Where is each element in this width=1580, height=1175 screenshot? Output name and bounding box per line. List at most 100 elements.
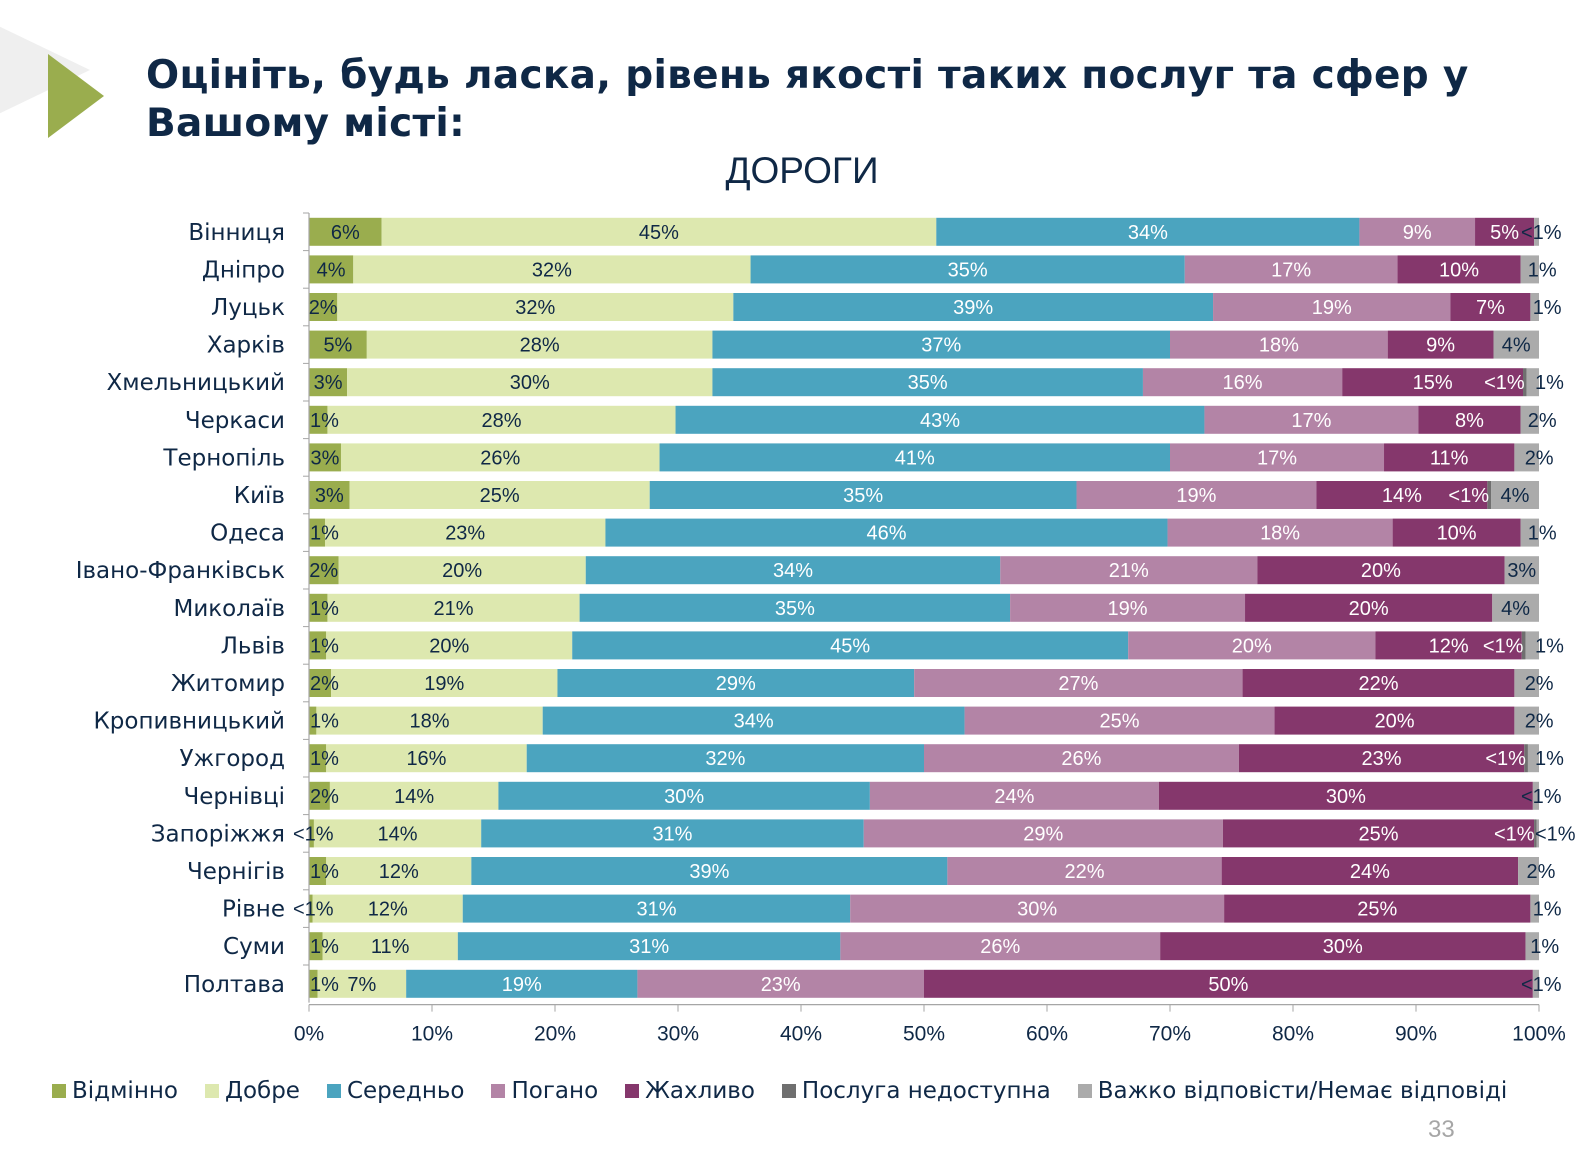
x-tick-label: 20%: [534, 1023, 576, 1046]
bar-segment: [316, 706, 543, 735]
bar-segment: [1521, 631, 1526, 660]
bar-segment: [1534, 217, 1539, 246]
bar-segment: [1504, 556, 1539, 585]
bar-segment: [322, 932, 458, 961]
data-label: 12%: [379, 861, 419, 883]
data-label: 7%: [1476, 297, 1505, 319]
bar-segment: [1158, 781, 1533, 810]
data-label: 3%: [314, 372, 343, 394]
data-label: 1%: [1528, 523, 1557, 545]
bar-segment: [340, 443, 660, 472]
x-tick-label: 70%: [1149, 1023, 1191, 1046]
legend-swatch: [1077, 1084, 1092, 1098]
legend-swatch: [52, 1084, 66, 1098]
data-label: 21%: [1109, 560, 1149, 582]
bar-segment: [313, 819, 482, 848]
data-label: 19%: [502, 974, 542, 996]
data-label: 31%: [629, 936, 669, 958]
category-label: Київ: [234, 483, 285, 509]
data-label: 1%: [1535, 748, 1564, 770]
data-label: 2%: [1527, 861, 1556, 883]
bar-segment: [1342, 368, 1524, 397]
bar-segment: [605, 518, 1168, 547]
data-label: 2%: [1525, 711, 1554, 733]
bar-segment: [1493, 330, 1539, 359]
bar-segment: [1274, 706, 1515, 735]
category-label: Харків: [207, 333, 285, 359]
bar-segment: [309, 556, 339, 585]
category-label: Львів: [221, 633, 285, 659]
data-label: <1%: [293, 899, 334, 921]
bar-segment: [585, 556, 1001, 585]
category-label: Запоріжжя: [151, 821, 285, 847]
bar-segment: [1525, 932, 1539, 961]
data-label: 21%: [434, 598, 474, 620]
bar-segment: [1076, 481, 1317, 509]
bar-segment: [309, 443, 341, 472]
data-label: 2%: [1525, 447, 1554, 469]
bar-segment: [309, 518, 325, 547]
bar-segment: [462, 894, 851, 923]
bar-segment: [309, 293, 338, 321]
data-label: 10%: [1439, 259, 1479, 281]
category-label: Одеса: [210, 521, 285, 547]
x-tick-label: 30%: [657, 1023, 699, 1046]
data-label: <1%: [1483, 635, 1524, 657]
legend-label: Жахливо: [645, 1078, 755, 1104]
bar-segment: [347, 368, 713, 397]
bar-segment: [712, 330, 1170, 359]
data-label: 23%: [445, 523, 485, 545]
page-number: 33: [1428, 1116, 1455, 1143]
bar-segment: [1224, 894, 1531, 923]
bar-segment: [353, 255, 751, 284]
bar-segment: [1520, 405, 1539, 434]
data-label: 15%: [1413, 372, 1453, 394]
bar-segment: [1475, 217, 1535, 246]
data-label: 4%: [317, 259, 346, 281]
data-label: 17%: [1291, 410, 1331, 432]
category-label: Хмельницький: [107, 370, 286, 396]
bar-segment: [498, 781, 870, 810]
data-label: 35%: [775, 598, 815, 620]
data-label: 26%: [980, 936, 1020, 958]
data-label: 30%: [510, 372, 550, 394]
data-label: 28%: [520, 335, 560, 357]
data-label: 1%: [1533, 899, 1562, 921]
data-label: 35%: [843, 485, 883, 507]
data-label: 16%: [406, 748, 446, 770]
bar-segment: [1392, 518, 1521, 547]
bar-segment: [326, 744, 527, 773]
category-label: Чернігів: [187, 859, 285, 885]
category-label: Житомир: [171, 671, 285, 697]
bar-segment: [309, 744, 327, 773]
bar-segment: [1142, 368, 1343, 397]
data-label: 6%: [331, 222, 360, 244]
legend-swatch: [781, 1084, 796, 1098]
category-label: Ужгород: [180, 746, 285, 772]
category-label: Черкаси: [185, 408, 285, 434]
data-label: 20%: [1349, 598, 1389, 620]
data-label: 24%: [994, 786, 1034, 808]
data-label: 14%: [394, 786, 434, 808]
bars-layer: [309, 217, 1539, 998]
bar-segment: [659, 443, 1170, 472]
data-label: 14%: [1382, 485, 1422, 507]
data-label: 20%: [1374, 711, 1414, 733]
data-label: 17%: [1257, 447, 1297, 469]
bar-segment: [366, 330, 713, 359]
data-label: 2%: [1528, 410, 1557, 432]
bar-segment: [309, 781, 330, 810]
bar-segment: [924, 744, 1239, 773]
data-label: 18%: [1260, 523, 1300, 545]
category-label: Чернівці: [183, 784, 285, 810]
data-label: 10%: [1437, 523, 1477, 545]
category-label: Рівне: [222, 897, 285, 923]
bar-segment: [947, 857, 1222, 885]
bar-segment: [309, 706, 317, 735]
data-label: 7%: [347, 974, 376, 996]
category-label: Миколаїв: [174, 596, 286, 622]
data-label: 29%: [716, 673, 756, 695]
bar-segment: [309, 217, 382, 246]
bar-segment: [914, 669, 1243, 697]
data-label: 25%: [1100, 711, 1140, 733]
